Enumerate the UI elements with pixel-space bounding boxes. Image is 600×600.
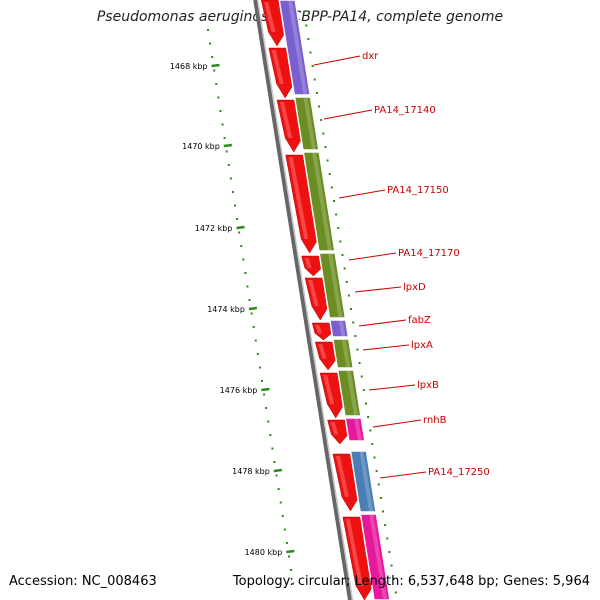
accession-text: Accession: NC_008463 xyxy=(9,574,157,589)
map-title: Pseudomonas aeruginosa UCBPP-PA14, compl… xyxy=(96,9,504,25)
gene-label-lpxd[interactable]: lpxD xyxy=(403,282,426,293)
genome-summary-text: Topology: circular; Length: 6,537,648 bp… xyxy=(232,574,590,589)
ruler-label: 1472 kbp xyxy=(195,224,233,233)
gene-label-lpxb[interactable]: lpxB xyxy=(417,380,439,391)
ruler-major-tick xyxy=(236,225,245,230)
gene-label-dxr[interactable]: dxr xyxy=(362,51,379,62)
ruler-label: 1470 kbp xyxy=(182,142,220,151)
ruler-major-tick xyxy=(211,63,220,68)
inner-gene-highlight xyxy=(318,344,327,359)
gene-leader-line xyxy=(348,252,397,261)
outer-gene-shade xyxy=(338,321,346,336)
gene-label-pa14-17250[interactable]: PA14_17250 xyxy=(428,467,490,478)
inner-gene-highlight xyxy=(308,280,319,306)
gene-label-pa14-17150[interactable]: PA14_17150 xyxy=(387,185,449,196)
ruler-major-tick xyxy=(273,468,283,473)
outer-gene-block[interactable] xyxy=(331,338,355,369)
ruler-major-tick xyxy=(248,306,258,311)
outer-gene-shade xyxy=(341,340,351,367)
gene-leader-line xyxy=(313,55,361,66)
gene-leader-line xyxy=(323,109,373,120)
outer-gene-shade xyxy=(354,419,362,440)
inner-gene-highlight xyxy=(271,50,284,84)
backbone xyxy=(253,0,354,600)
inner-gene-highlight xyxy=(264,2,276,32)
outer-gene-block[interactable] xyxy=(349,450,377,513)
inner-gene-highlight xyxy=(315,325,322,334)
backbone-highlight xyxy=(256,0,354,600)
outer-gene-block[interactable] xyxy=(302,151,336,252)
gene-label-fabz[interactable]: fabZ xyxy=(408,315,431,326)
outer-gene-shade xyxy=(288,1,308,94)
gene-leader-line xyxy=(358,319,407,327)
inner-gene-arrow[interactable] xyxy=(311,322,333,341)
gene-leader-line xyxy=(368,384,416,391)
ruler-label: 1480 kbp xyxy=(245,548,283,557)
inner-gene-highlight xyxy=(304,258,312,268)
outer-gene-block[interactable] xyxy=(318,252,347,319)
gene-label-rnhb[interactable]: rnhB xyxy=(423,415,447,426)
gene-leader-line xyxy=(354,286,402,293)
inner-gene-highlight xyxy=(330,422,339,435)
gene-labels: dxr PA14_17140 PA14_17150 PA14_17170 lpxD fab… xyxy=(313,51,490,479)
outer-strand-genes xyxy=(278,0,397,600)
outer-gene-shade xyxy=(369,515,387,599)
outer-gene-shade xyxy=(312,153,332,250)
outer-gene-shade xyxy=(328,254,343,317)
inner-gene-highlight xyxy=(280,102,293,138)
inner-gene-highlight xyxy=(335,456,349,497)
gene-leader-line xyxy=(379,471,427,479)
ruler-label: 1476 kbp xyxy=(220,386,258,395)
gene-label-lpxa[interactable]: lpxA xyxy=(411,340,433,351)
gene-label-pa14-17140[interactable]: PA14_17140 xyxy=(374,105,436,116)
inner-gene-highlight xyxy=(323,375,335,404)
gene-label-pa14-17170[interactable]: PA14_17170 xyxy=(398,248,460,259)
outer-gene-block[interactable] xyxy=(328,319,350,338)
ruler-label: 1478 kbp xyxy=(232,467,270,476)
gene-leader-line xyxy=(362,344,410,351)
outer-gene-shade xyxy=(303,98,316,149)
inner-gene-highlight xyxy=(288,157,309,239)
inner-strand-genes xyxy=(260,0,374,600)
outer-gene-shade xyxy=(346,371,358,415)
ruler-label: 1468 kbp xyxy=(170,62,208,71)
outer-gene-shade xyxy=(359,452,374,511)
backbone-line xyxy=(253,0,352,600)
inner-gene-arrow[interactable] xyxy=(301,255,323,277)
outer-gene-block[interactable] xyxy=(293,96,320,151)
ruler-major-tick xyxy=(223,143,233,148)
gene-leader-line xyxy=(338,189,386,199)
outer-gene-block[interactable] xyxy=(278,0,312,96)
inner-gene-arrow[interactable] xyxy=(327,419,349,445)
ruler: 1468 kbp 1470 kbp 1472 kbp 1474 kbp 1476 kbp… xyxy=(170,29,295,585)
outer-gene-block[interactable] xyxy=(344,417,366,442)
ruler-label: 1474 kbp xyxy=(207,305,245,314)
outer-gene-block[interactable] xyxy=(336,369,362,417)
outer-gene-block[interactable] xyxy=(359,513,391,600)
gene-leader-line xyxy=(372,419,422,428)
inner-gene-highlight xyxy=(345,519,363,586)
ruler-major-tick xyxy=(286,549,295,554)
ruler-major-tick xyxy=(261,387,270,392)
